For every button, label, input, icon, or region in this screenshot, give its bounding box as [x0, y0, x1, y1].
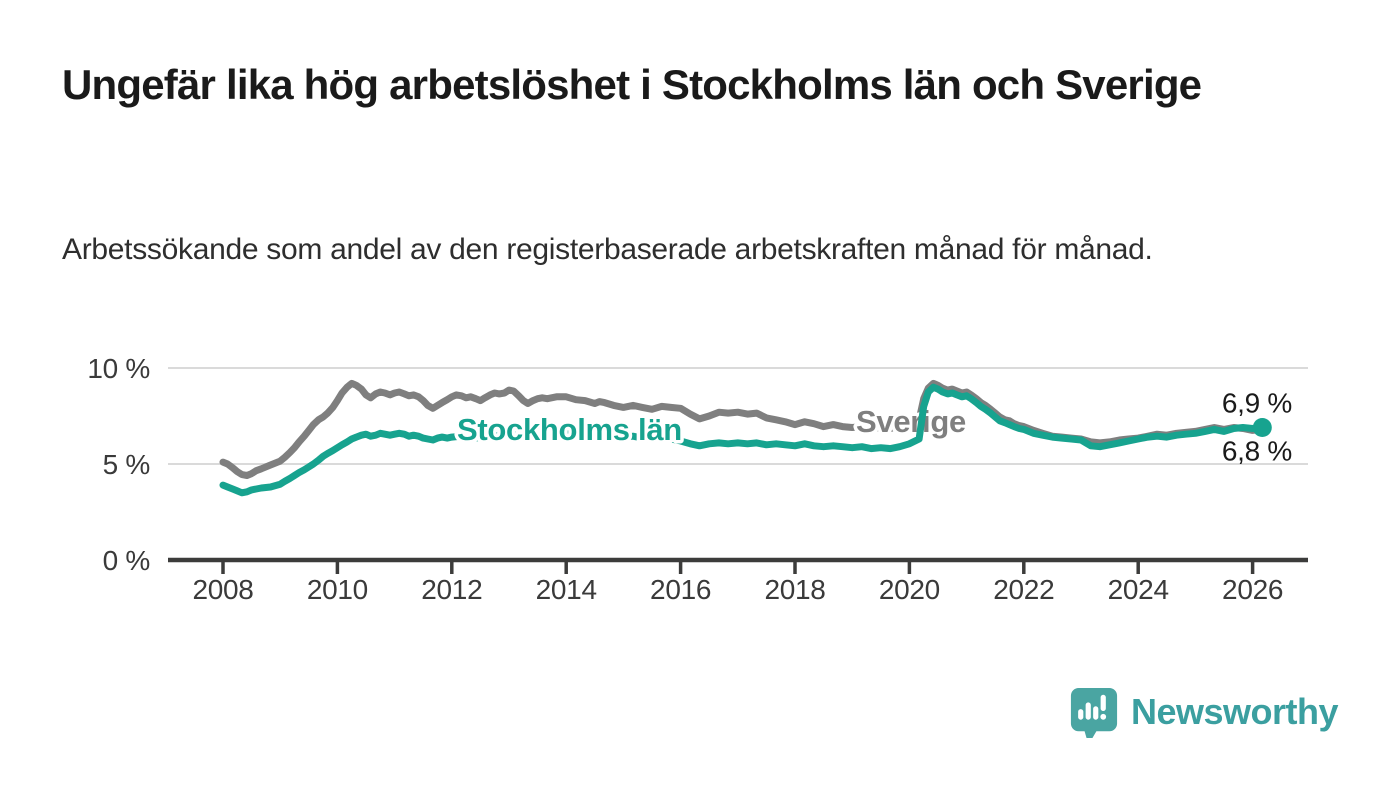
- x-tick-label: 2010: [307, 574, 368, 605]
- page-title: Ungefär lika hög arbetslöshet i Stockhol…: [62, 61, 1202, 108]
- y-tick-label: 5 %: [103, 449, 150, 480]
- bar-3: [1093, 706, 1099, 720]
- x-tick-label: 2014: [536, 574, 597, 605]
- bar-2: [1085, 702, 1091, 720]
- x-tick-label: 2016: [650, 574, 711, 605]
- end-value-label: 6,8 %: [1222, 435, 1292, 466]
- exclamation-bar: [1100, 694, 1106, 712]
- newsworthy-wordmark: Newsworthy: [1130, 691, 1339, 732]
- series-end-dot: [1252, 418, 1272, 437]
- bar-1: [1078, 709, 1084, 720]
- newsworthy-logo-icon: [1070, 687, 1118, 738]
- series-label: Sverige: [856, 404, 966, 439]
- chart-subtitle: Arbetssökande som andel av den registerb…: [62, 233, 1153, 266]
- y-tick-label: 10 %: [87, 353, 150, 384]
- newsworthy-logo: Newsworthy: [1069, 686, 1339, 738]
- x-tick-label: 2008: [192, 574, 253, 605]
- x-tick-label: 2018: [764, 574, 825, 605]
- end-value-label: 6,9 %: [1222, 388, 1292, 419]
- x-tick-label: 2020: [879, 574, 940, 605]
- series-line-sverige: [219, 379, 1266, 479]
- x-tick-label: 2024: [1108, 574, 1169, 605]
- x-tick-label: 2026: [1222, 574, 1283, 605]
- x-tick-label: 2012: [421, 574, 482, 605]
- exclamation-dot: [1100, 713, 1107, 720]
- series-line-stockholm: [219, 383, 1266, 497]
- y-tick-label: 0 %: [103, 545, 150, 576]
- x-tick-label: 2022: [993, 574, 1054, 605]
- series-label: Stockholms län: [457, 412, 682, 447]
